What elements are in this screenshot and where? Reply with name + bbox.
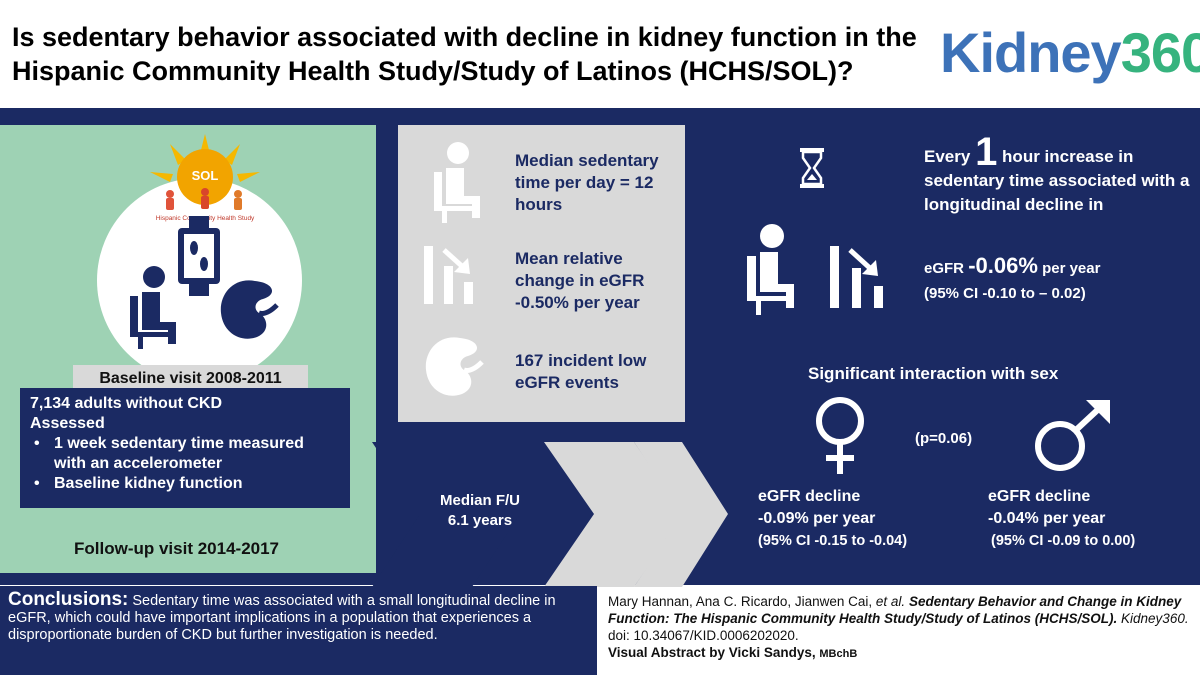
page-title: Is sedentary behavior associated with de… <box>12 22 917 86</box>
citation-authors: Mary Hannan, Ana C. Ricardo, Jianwen Cai… <box>608 594 873 609</box>
every-pre: Every <box>924 147 971 166</box>
kidney360-logo: Kidney360 <box>940 18 1200 88</box>
citation-credit: Visual Abstract by Vicki Sandys, <box>608 645 816 660</box>
citation-journal: Kidney360. <box>1121 611 1189 626</box>
baseline-visit-label: Baseline visit 2008-2011 <box>73 365 308 392</box>
baseline-population: 7,134 adults without CKD <box>30 395 223 412</box>
every-number: 1 <box>975 130 998 174</box>
baseline-assessed: Assessed <box>30 415 105 432</box>
every-hour-statement: Every 1 hour increase in sedentary time … <box>924 132 1194 217</box>
smartwatch-icon <box>178 216 220 296</box>
sol-logo-text: SOL <box>192 168 219 183</box>
egfr-unit: per year <box>1042 260 1101 277</box>
male-symbol-icon <box>1035 400 1110 471</box>
citation-doi: doi: 10.34067/KID.0006202020. <box>608 628 799 643</box>
citation-credit-suffix: MBchB <box>819 648 858 660</box>
conclusions-text: Sedentary time was associated with a sma… <box>8 593 556 643</box>
egfr-ci: (95% CI -0.10 to – 0.02) <box>924 285 1086 302</box>
logo-360-text: 360 <box>1120 21 1200 84</box>
male-line1: eGFR decline <box>988 488 1091 505</box>
male-result: eGFR decline -0.04% per year (95% CI -0.… <box>988 486 1135 552</box>
followup-duration: Median F/U 6.1 years <box>425 491 535 531</box>
citation: Mary Hannan, Ana C. Ricardo, Jianwen Cai… <box>608 593 1193 663</box>
declining-bars-icon <box>830 246 883 308</box>
seated-person-icon <box>747 224 794 315</box>
followup-visit-label: Follow-up visit 2014-2017 <box>74 539 280 558</box>
sedentary-time-stat: Median sedentary time per day = 12 hours <box>515 151 659 214</box>
egfr-value: -0.06% <box>968 253 1038 278</box>
baseline-bullets: 1 week sedentary time measured with an a… <box>30 434 340 494</box>
female-result: eGFR decline -0.09% per year (95% CI -0.… <box>758 486 907 552</box>
baseline-details-box: 7,134 adults without CKD Assessed 1 week… <box>20 388 350 508</box>
timeline-arrows <box>372 442 728 587</box>
egfr-change-stat: Mean relative change in eGFR -0.50% per … <box>515 249 645 312</box>
seated-person-icon <box>434 142 480 223</box>
female-line3: (95% CI -0.15 to -0.04) <box>758 533 908 549</box>
male-line3: (95% CI -0.09 to 0.00) <box>991 533 1136 549</box>
female-line1: eGFR decline <box>758 488 861 505</box>
followup-label: Median F/U <box>439 492 520 509</box>
bullet-item: 1 week sedentary time measured with an a… <box>30 434 340 474</box>
egfr-label: eGFR <box>924 260 965 277</box>
egfr-result: eGFR -0.06% per year <box>924 253 1100 279</box>
low-egfr-events-stat: 167 incident low eGFR events <box>515 351 647 392</box>
hourglass-icon <box>800 148 824 188</box>
sol-sun-logo-icon: SOL Hispanic Community Health Study <box>150 134 260 222</box>
seated-person-icon <box>130 266 176 349</box>
kidney-icon <box>220 280 279 339</box>
citation-etal: et al. <box>875 594 906 609</box>
logo-kidney-text: Kidney <box>940 21 1122 84</box>
male-line2: -0.04% per year <box>988 510 1106 527</box>
conclusions-box: Conclusions: Sedentary time was associat… <box>0 586 597 675</box>
kidney-icon <box>425 337 484 396</box>
female-line2: -0.09% per year <box>758 510 876 527</box>
conclusions-heading: Conclusions: <box>8 589 129 610</box>
bullet-item: Baseline kidney function <box>30 474 340 494</box>
every-post: hour increase in sedentary time associat… <box>924 147 1190 214</box>
declining-bars-icon <box>424 246 473 304</box>
female-symbol-icon <box>816 397 864 474</box>
p-value: (p=0.06) <box>915 430 973 447</box>
followup-years: 6.1 years <box>447 512 513 529</box>
sex-interaction-heading: Significant interaction with sex <box>808 364 1059 383</box>
citation-title: Sedentary Behavior and Change in Kidney … <box>608 594 1182 626</box>
